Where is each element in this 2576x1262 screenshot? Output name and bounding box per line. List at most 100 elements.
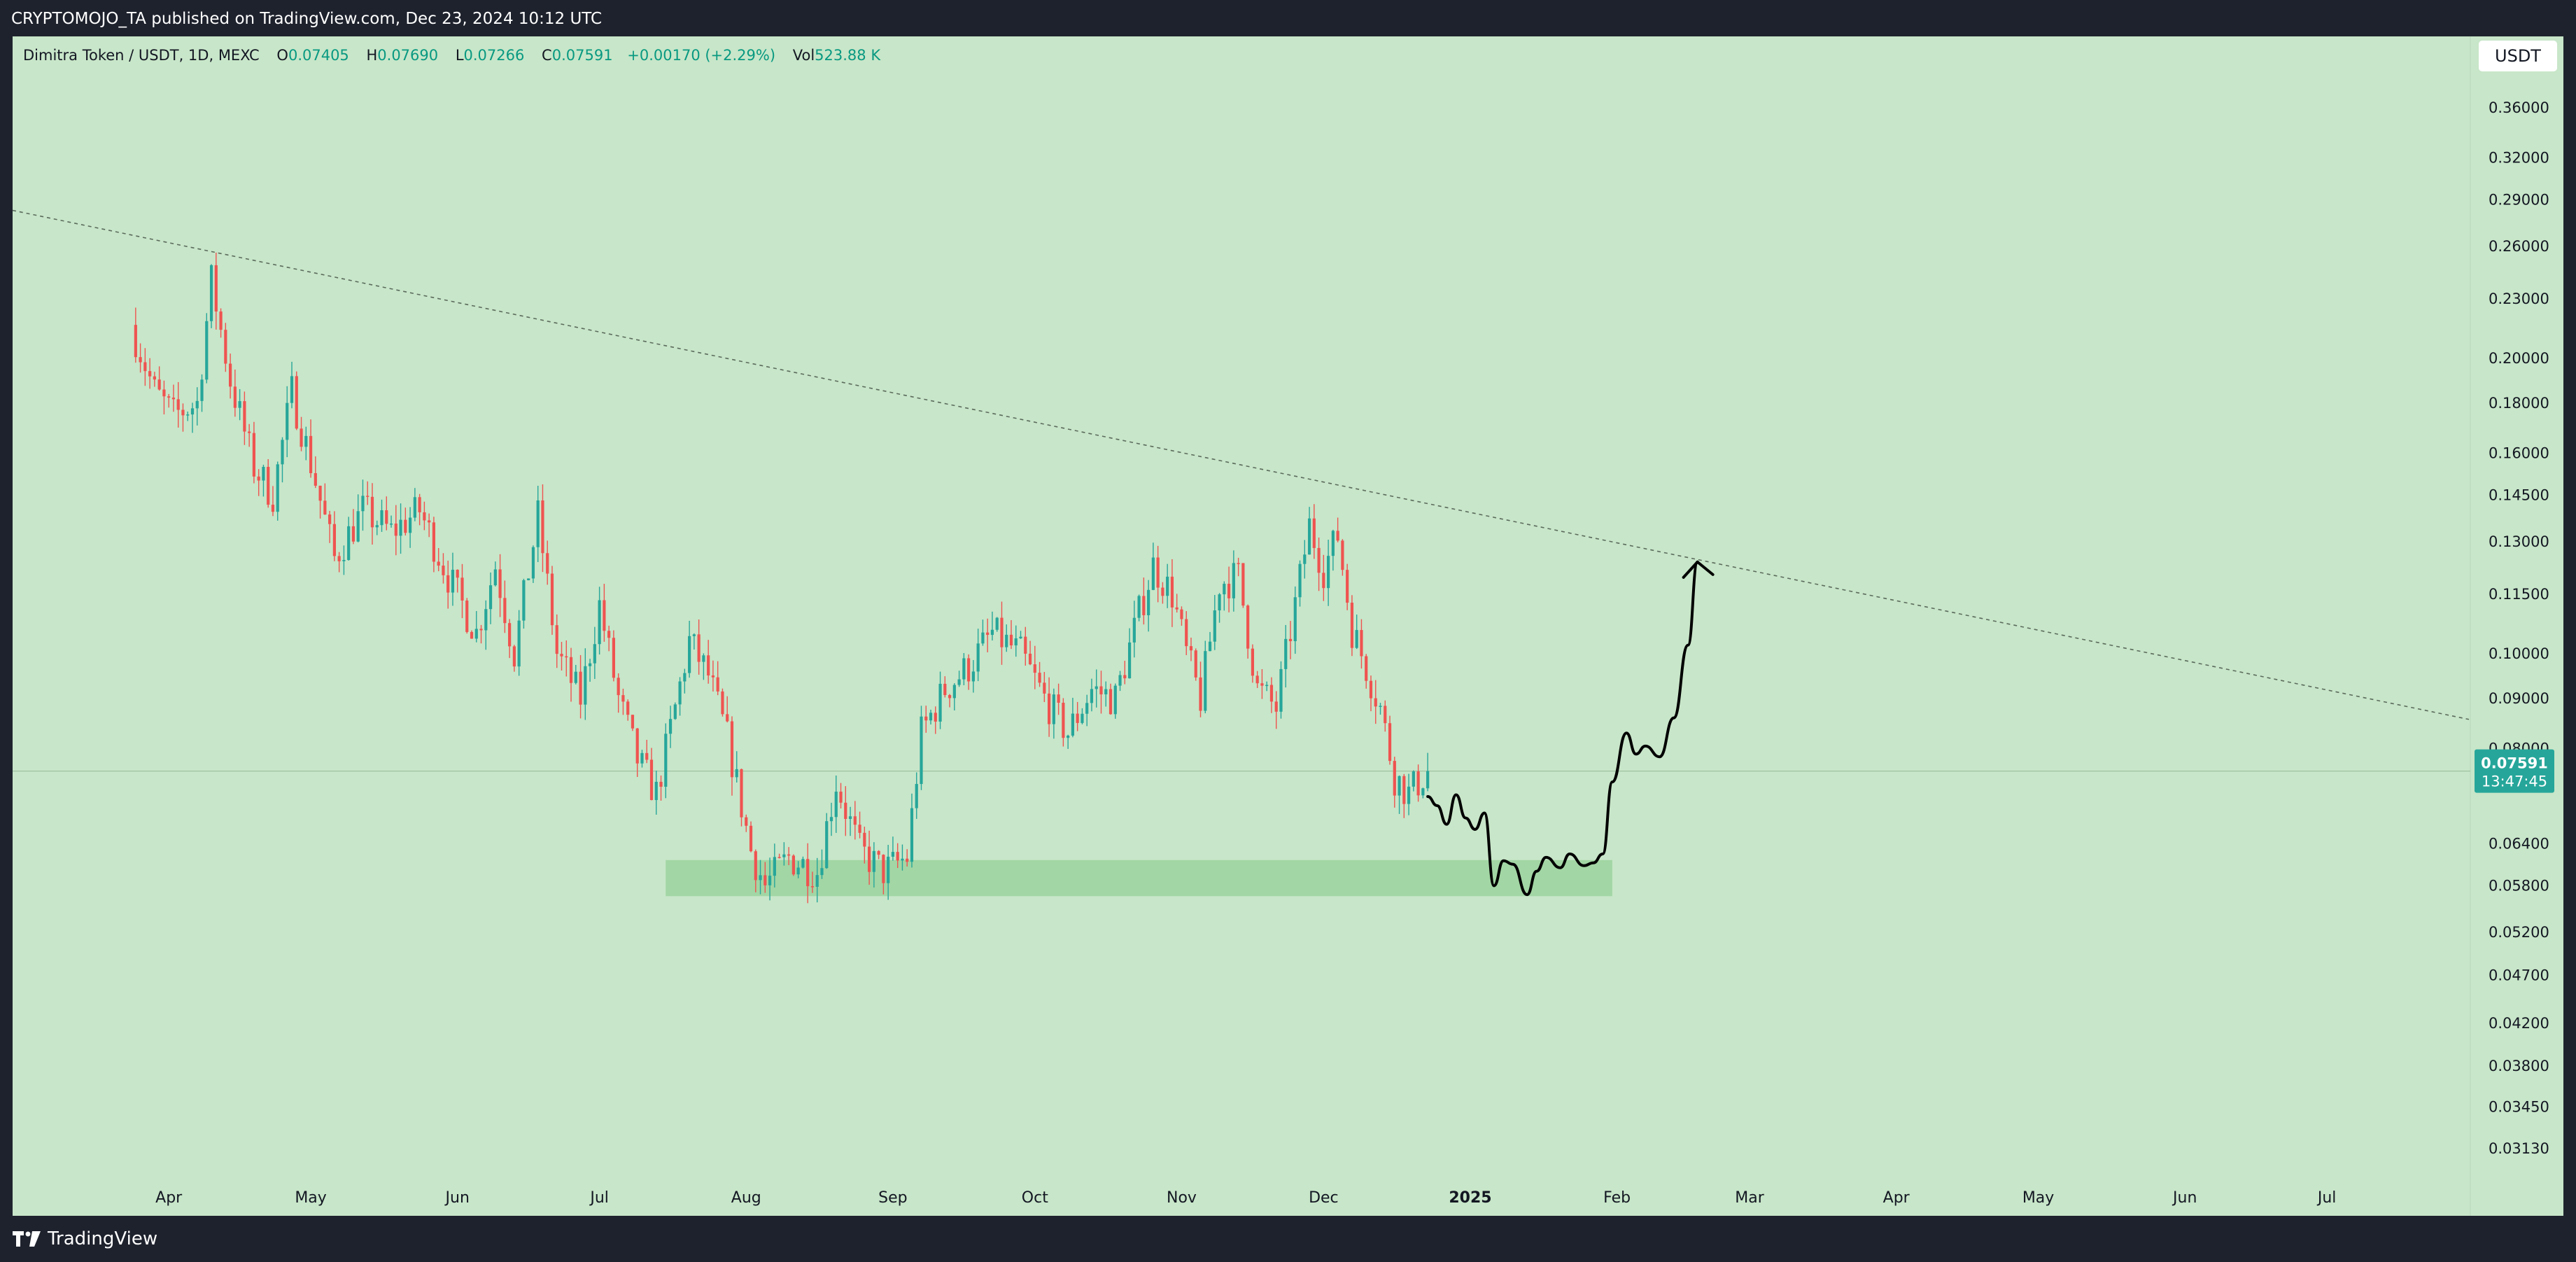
candle[interactable] xyxy=(176,381,180,428)
candle[interactable] xyxy=(413,488,416,521)
candle[interactable] xyxy=(1019,631,1022,639)
candle[interactable] xyxy=(901,844,904,871)
candle[interactable] xyxy=(967,654,971,690)
candle[interactable] xyxy=(332,511,336,561)
candle[interactable] xyxy=(1185,611,1188,655)
candle[interactable] xyxy=(995,617,999,632)
candle[interactable] xyxy=(555,614,558,668)
candle[interactable] xyxy=(745,814,748,832)
candle[interactable] xyxy=(1204,640,1207,714)
candle[interactable] xyxy=(768,857,772,901)
candle[interactable] xyxy=(810,871,815,893)
candle[interactable] xyxy=(1127,628,1132,679)
candle[interactable] xyxy=(243,391,246,445)
candle[interactable] xyxy=(361,479,365,531)
candle[interactable] xyxy=(1341,539,1344,576)
candle[interactable] xyxy=(366,481,369,505)
candle[interactable] xyxy=(1331,529,1335,571)
candle[interactable] xyxy=(153,372,156,387)
candle[interactable] xyxy=(267,458,270,508)
candle[interactable] xyxy=(565,640,568,677)
candle[interactable] xyxy=(186,411,190,421)
candle[interactable] xyxy=(437,547,440,572)
candle[interactable] xyxy=(442,553,445,584)
candle[interactable] xyxy=(1255,671,1259,688)
candle[interactable] xyxy=(512,645,516,672)
candle[interactable] xyxy=(1189,637,1193,661)
candle[interactable] xyxy=(584,648,587,720)
candle[interactable] xyxy=(1048,677,1051,737)
candle[interactable] xyxy=(1057,683,1060,715)
candle[interactable] xyxy=(801,856,805,869)
candle[interactable] xyxy=(1194,648,1197,681)
candle[interactable] xyxy=(205,313,209,384)
candle[interactable] xyxy=(470,630,474,639)
candle[interactable] xyxy=(1081,708,1084,724)
candle[interactable] xyxy=(219,308,223,338)
candle[interactable] xyxy=(948,694,952,708)
candle[interactable] xyxy=(460,563,464,619)
candle[interactable] xyxy=(1067,734,1070,749)
candle[interactable] xyxy=(1137,594,1141,622)
candle[interactable] xyxy=(541,484,544,573)
candle[interactable] xyxy=(1071,697,1075,738)
candle[interactable] xyxy=(139,343,142,373)
candle[interactable] xyxy=(1005,624,1008,652)
candle[interactable] xyxy=(1322,554,1325,601)
candle[interactable] xyxy=(688,620,691,678)
candle[interactable] xyxy=(896,843,899,869)
candle[interactable] xyxy=(134,307,137,363)
candle[interactable] xyxy=(952,683,956,710)
candle[interactable] xyxy=(1108,683,1113,715)
candle[interactable] xyxy=(1180,606,1183,626)
candle[interactable] xyxy=(1298,560,1302,607)
candle[interactable] xyxy=(976,629,980,682)
candle[interactable] xyxy=(683,668,687,694)
candle[interactable] xyxy=(394,505,397,556)
candle[interactable] xyxy=(844,786,847,836)
candle[interactable] xyxy=(707,640,710,684)
candle[interactable] xyxy=(962,652,966,685)
candle[interactable] xyxy=(872,842,875,888)
candle[interactable] xyxy=(1170,559,1174,627)
candle[interactable] xyxy=(195,387,199,426)
candle[interactable] xyxy=(503,580,507,633)
candle[interactable] xyxy=(248,423,251,447)
candle[interactable] xyxy=(1279,661,1283,719)
candle[interactable] xyxy=(1062,698,1065,747)
candle[interactable] xyxy=(1000,601,1004,665)
candle[interactable] xyxy=(181,403,185,432)
candle[interactable] xyxy=(375,520,379,535)
candle[interactable] xyxy=(1384,700,1387,732)
candle[interactable] xyxy=(915,772,918,819)
candle[interactable] xyxy=(446,561,450,609)
candle[interactable] xyxy=(423,501,426,531)
candle[interactable] xyxy=(598,587,601,655)
candle[interactable] xyxy=(304,426,308,461)
candle[interactable] xyxy=(863,827,866,864)
candle[interactable] xyxy=(791,854,795,876)
candle[interactable] xyxy=(522,578,526,629)
candle[interactable] xyxy=(574,664,577,685)
candle[interactable] xyxy=(1369,675,1373,712)
candle[interactable] xyxy=(773,843,776,888)
candle[interactable] xyxy=(678,677,682,716)
candle[interactable] xyxy=(214,252,218,330)
candle[interactable] xyxy=(1052,688,1055,739)
y-axis[interactable]: 0.400000.360000.320000.290000.260000.230… xyxy=(2489,55,2549,1157)
candle[interactable] xyxy=(1151,542,1155,591)
candle[interactable] xyxy=(432,517,436,573)
candle[interactable] xyxy=(735,751,738,783)
candle[interactable] xyxy=(488,572,493,624)
candle[interactable] xyxy=(1218,593,1221,623)
candle[interactable] xyxy=(692,633,696,650)
candle[interactable] xyxy=(399,503,402,554)
candle[interactable] xyxy=(536,486,540,563)
candle[interactable] xyxy=(1269,677,1274,713)
candle[interactable] xyxy=(209,264,213,328)
candle[interactable] xyxy=(1241,563,1245,608)
candle[interactable] xyxy=(796,861,800,878)
candle[interactable] xyxy=(456,569,459,593)
candle[interactable] xyxy=(654,770,658,815)
